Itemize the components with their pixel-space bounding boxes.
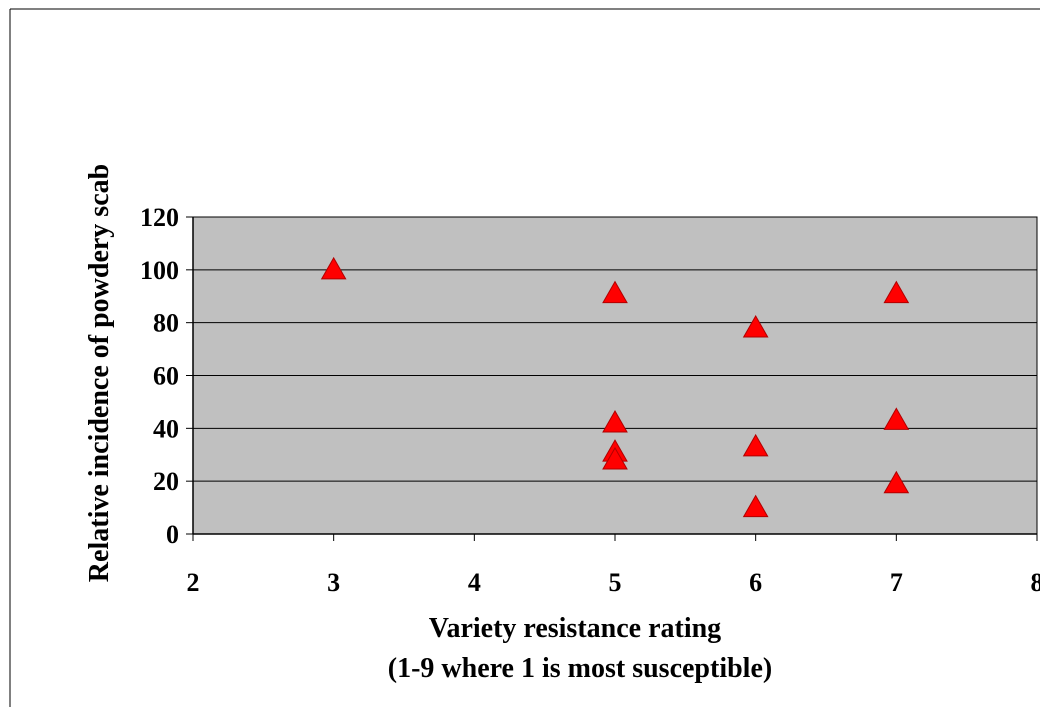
- y-tick-label: 120: [140, 203, 179, 232]
- x-axis-title-line-2: (1-9 where 1 is most susceptible): [388, 653, 772, 684]
- x-tick-label: 6: [749, 568, 762, 597]
- y-tick-label: 0: [166, 520, 179, 549]
- x-tick-label: 8: [1031, 568, 1040, 597]
- x-tick-label: 2: [187, 568, 200, 597]
- x-tick-label: 3: [327, 568, 340, 597]
- x-tick-label: 7: [890, 568, 903, 597]
- y-tick-label: 20: [153, 467, 179, 496]
- x-tick-label: 4: [468, 568, 481, 597]
- x-axis-title-line-1: Variety resistance rating: [429, 613, 721, 644]
- y-tick-label: 60: [153, 362, 179, 391]
- x-tick-label: 5: [609, 568, 622, 597]
- y-axis-title: Relative incidence of powdery scab: [84, 164, 115, 582]
- y-tick-label: 40: [153, 414, 179, 443]
- y-tick-label: 80: [153, 309, 179, 338]
- y-tick-label: 100: [140, 256, 179, 285]
